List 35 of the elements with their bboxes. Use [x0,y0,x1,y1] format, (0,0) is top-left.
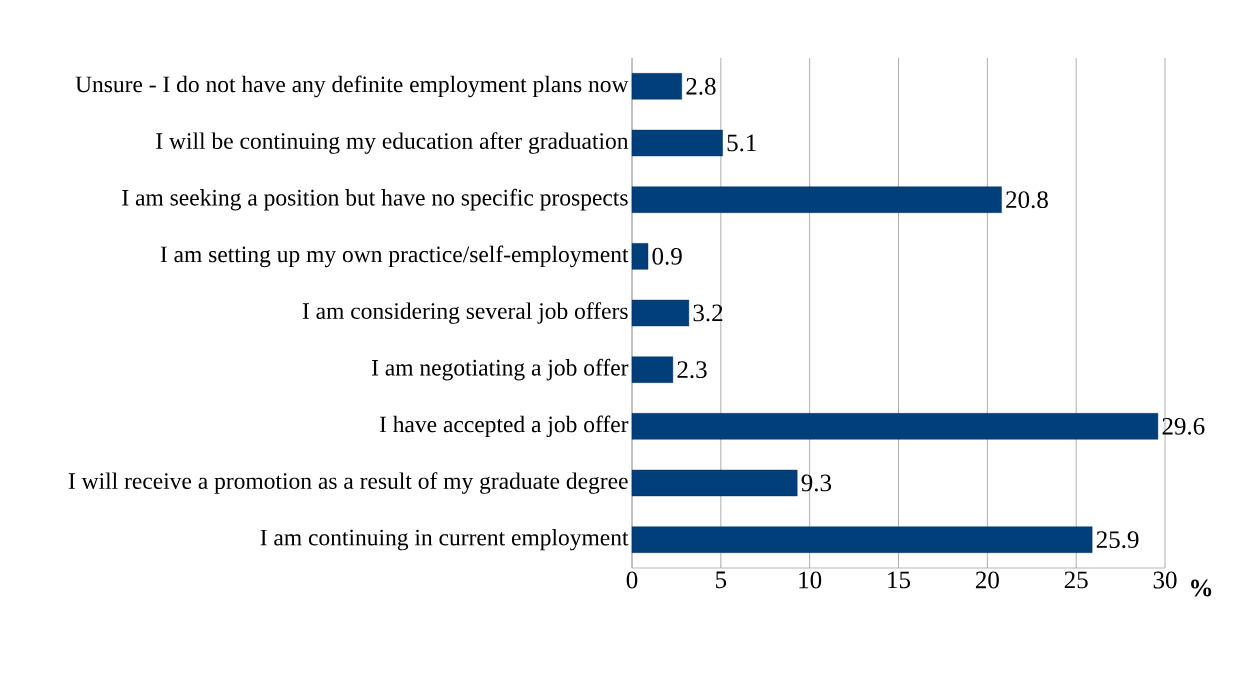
bar [631,129,723,157]
data-label: 0.9 [652,247,682,265]
data-label: 25.9 [1096,531,1139,549]
x-axis-title: % [1191,579,1212,597]
y-tick-label: Unsure - I do not have any definite employment plans now [75,75,629,98]
data-label: 9.3 [801,474,832,492]
y-tick-label: I will be continuing my education after graduation [156,132,629,154]
y-tick-label: I am negotiating a job offer [371,358,629,381]
data-label: 2.8 [686,77,716,95]
bar [631,356,674,383]
x-tick-label: 5 [716,571,727,589]
y-tick-label: I am considering several job offers [302,302,628,324]
x-tick-label: 25 [1064,571,1088,589]
bar [631,243,649,270]
x-tick-label: 30 [1153,571,1177,589]
data-label: 2.3 [677,361,707,379]
bar [631,299,690,327]
x-tick-label: 10 [799,571,822,589]
y-tick-label: I am setting up my own practice/self-employment [160,245,629,268]
y-tick-label: I am seeking a position but have no specific prospects [122,188,628,211]
bar [631,73,682,100]
data-label: 29.6 [1162,417,1205,435]
y-tick-label: I have accepted a job offer [379,415,629,438]
bar [631,526,1093,553]
bar [631,413,1159,440]
data-label: 3.2 [693,304,723,322]
bar [631,469,798,497]
y-tick-label: I am continuing in current employment [260,528,629,551]
data-label: 20.8 [1006,191,1048,209]
x-tick-label: 15 [888,571,911,589]
x-tick-label: 20 [975,571,999,589]
x-tick-label: 0 [626,571,638,589]
bar [631,186,1002,213]
y-tick-label: I will receive a promotion as a result of my graduate degree [68,472,628,494]
data-label: 5.1 [727,134,756,152]
